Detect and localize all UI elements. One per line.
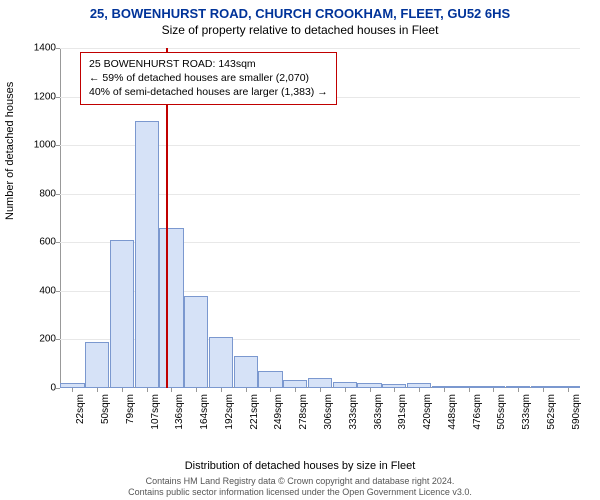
- xtick-label: 136sqm: [174, 394, 185, 430]
- xtick-label: 79sqm: [125, 394, 136, 424]
- xtick-mark: [493, 388, 494, 392]
- xtick-mark: [444, 388, 445, 392]
- ytick-label: 1400: [16, 43, 56, 54]
- xtick-label: 192sqm: [224, 394, 235, 430]
- ytick-label: 0: [16, 383, 56, 394]
- xtick-mark: [72, 388, 73, 392]
- xtick-label: 333sqm: [348, 394, 359, 430]
- xtick-label: 420sqm: [422, 394, 433, 430]
- histogram-bar: [308, 378, 332, 388]
- chart-title-main: 25, BOWENHURST ROAD, CHURCH CROOKHAM, FL…: [0, 0, 600, 21]
- ytick-label: 200: [16, 334, 56, 345]
- xtick-mark: [97, 388, 98, 392]
- xtick-label: 533sqm: [521, 394, 532, 430]
- xtick-mark: [221, 388, 222, 392]
- histogram-bar: [283, 380, 307, 389]
- ytick-label: 400: [16, 285, 56, 296]
- xtick-mark: [171, 388, 172, 392]
- ytick-mark: [56, 194, 60, 195]
- xtick-mark: [469, 388, 470, 392]
- chart-inner: 25 BOWENHURST ROAD: 143sqm← 59% of detac…: [60, 48, 580, 388]
- info-box-line1: 25 BOWENHURST ROAD: 143sqm: [89, 57, 328, 71]
- info-box: 25 BOWENHURST ROAD: 143sqm← 59% of detac…: [80, 52, 337, 105]
- histogram-bar: [159, 228, 183, 388]
- histogram-bar: [110, 240, 134, 388]
- ytick-label: 600: [16, 237, 56, 248]
- xtick-mark: [394, 388, 395, 392]
- xtick-label: 391sqm: [397, 394, 408, 430]
- xtick-mark: [345, 388, 346, 392]
- xtick-mark: [147, 388, 148, 392]
- xtick-mark: [419, 388, 420, 392]
- ytick-mark: [56, 291, 60, 292]
- xtick-label: 306sqm: [323, 394, 334, 430]
- xtick-label: 476sqm: [472, 394, 483, 430]
- xtick-label: 590sqm: [571, 394, 582, 430]
- ytick-label: 800: [16, 188, 56, 199]
- ytick-mark: [56, 339, 60, 340]
- ytick-label: 1000: [16, 140, 56, 151]
- ytick-mark: [56, 48, 60, 49]
- xtick-mark: [568, 388, 569, 392]
- ytick-mark: [56, 97, 60, 98]
- histogram-bar: [209, 337, 233, 388]
- footer-line1: Contains HM Land Registry data © Crown c…: [0, 476, 600, 487]
- y-axis-line: [60, 48, 61, 388]
- plot-area: 25 BOWENHURST ROAD: 143sqm← 59% of detac…: [60, 48, 580, 388]
- gridline: [60, 48, 580, 49]
- xtick-label: 221sqm: [249, 394, 260, 430]
- xtick-label: 50sqm: [100, 394, 111, 424]
- histogram-bar: [85, 342, 109, 388]
- x-axis-label: Distribution of detached houses by size …: [0, 460, 600, 472]
- xtick-label: 562sqm: [546, 394, 557, 430]
- ytick-mark: [56, 145, 60, 146]
- chart-title-sub: Size of property relative to detached ho…: [0, 21, 600, 37]
- xtick-mark: [246, 388, 247, 392]
- ytick-mark: [56, 242, 60, 243]
- histogram-bar: [234, 356, 258, 388]
- footer: Contains HM Land Registry data © Crown c…: [0, 476, 600, 499]
- footer-line2: Contains public sector information licen…: [0, 487, 600, 498]
- histogram-bar: [135, 121, 159, 388]
- xtick-mark: [320, 388, 321, 392]
- ytick-mark: [56, 388, 60, 389]
- xtick-mark: [518, 388, 519, 392]
- xtick-label: 363sqm: [373, 394, 384, 430]
- xtick-label: 249sqm: [273, 394, 284, 430]
- info-box-line2: ← 59% of detached houses are smaller (2,…: [89, 71, 328, 85]
- y-axis-label: Number of detached houses: [4, 82, 16, 220]
- info-box-line3: 40% of semi-detached houses are larger (…: [89, 85, 328, 99]
- xtick-label: 164sqm: [199, 394, 210, 430]
- ytick-label: 1200: [16, 91, 56, 102]
- xtick-label: 107sqm: [150, 394, 161, 430]
- histogram-bar: [184, 296, 208, 388]
- xtick-mark: [370, 388, 371, 392]
- xtick-mark: [270, 388, 271, 392]
- xtick-mark: [196, 388, 197, 392]
- xtick-label: 448sqm: [447, 394, 458, 430]
- xtick-label: 278sqm: [298, 394, 309, 430]
- xtick-mark: [122, 388, 123, 392]
- xtick-mark: [543, 388, 544, 392]
- xtick-label: 22sqm: [75, 394, 86, 424]
- xtick-label: 505sqm: [496, 394, 507, 430]
- xtick-mark: [295, 388, 296, 392]
- histogram-bar: [258, 371, 282, 388]
